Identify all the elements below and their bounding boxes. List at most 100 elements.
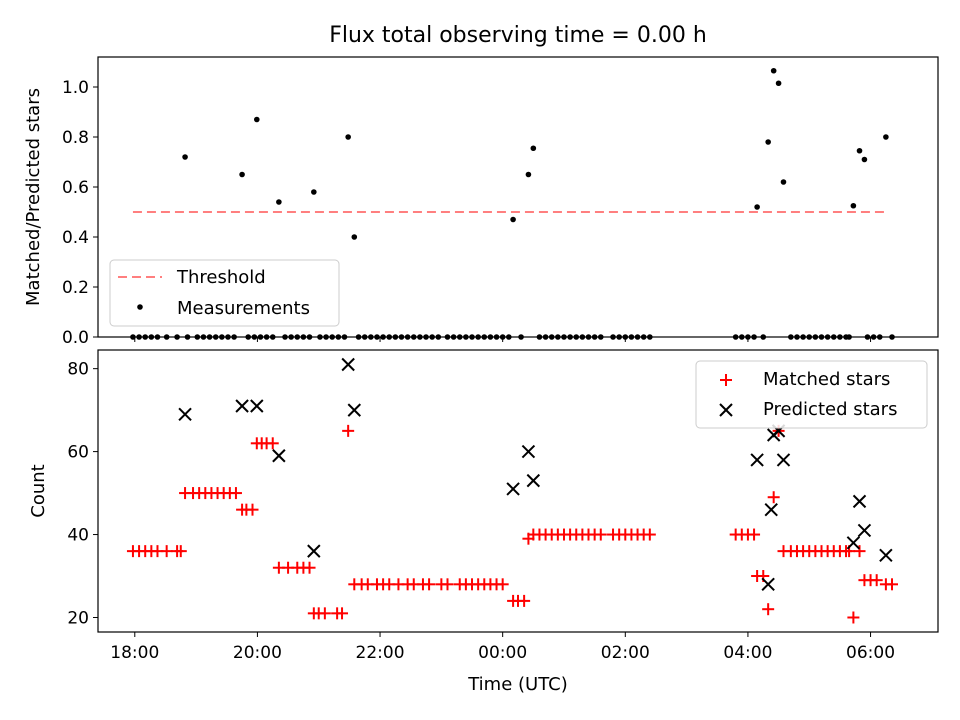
top-axes-frame	[97, 56, 939, 338]
measurement-point	[182, 154, 188, 160]
top-y-tick-label: 0.4	[62, 228, 89, 248]
measurement-point	[254, 116, 260, 123]
matched-star-marker	[246, 503, 259, 516]
top-panel: 0.0 0.2 0.4 0.6 0.8 1.0 Matched/Predicted sta…	[23, 56, 939, 348]
measurement-point	[276, 199, 282, 205]
bottom-y-ticks: 20 40 60 80	[67, 360, 98, 628]
measurement-point	[770, 67, 777, 74]
measurement-point	[754, 204, 760, 210]
predicted-star-marker	[178, 407, 192, 421]
predicted-star-marker	[776, 453, 791, 467]
bottom-axes-frame	[97, 349, 939, 633]
predicted-star-marker	[846, 536, 861, 550]
predicted-star-marker-b	[846, 536, 861, 550]
top-legend: Threshold Measurements	[109, 259, 340, 327]
predicted-star-marker-b	[526, 473, 541, 488]
measurement-point	[510, 216, 516, 223]
matched-star-marker	[229, 487, 242, 500]
measurement-point	[311, 189, 317, 195]
predicted-star-marker	[857, 523, 872, 538]
predicted-star-marker-b	[761, 577, 775, 592]
matched-star-marker	[847, 611, 860, 624]
matched-star-marker	[266, 437, 279, 450]
predicted-star-marker	[750, 453, 764, 467]
matched-star-marker	[423, 578, 436, 591]
measurement-point	[883, 134, 889, 140]
x-tick-label: 18:00	[110, 643, 159, 663]
top-x-ticks	[134, 337, 872, 342]
predicted-star-marker	[235, 399, 249, 413]
predicted-legend-marker	[719, 403, 733, 417]
predicted-star-marker-b	[750, 453, 764, 467]
predicted-star-marker	[506, 482, 520, 496]
matched-legend-label: Matched stars	[763, 369, 890, 390]
bottom-legend: Matched stars Predicted stars	[695, 360, 928, 429]
matched-star-marker	[174, 545, 187, 558]
matched-star-marker	[496, 578, 509, 591]
predicted-star-marker	[521, 444, 536, 459]
measurement-point	[530, 145, 537, 152]
matched-star-marker	[870, 574, 883, 587]
predicted-star-marker-b	[307, 544, 321, 558]
measurement-point	[780, 179, 787, 185]
matched-star-marker	[342, 424, 355, 437]
bottom-y-tick-label: 40	[67, 526, 89, 546]
matched-star-marker	[643, 528, 656, 541]
measurement-point	[850, 202, 857, 209]
matched-star-marker	[748, 528, 761, 541]
x-tick-label: 00:00	[478, 643, 527, 663]
predicted-star-marker-b	[764, 502, 778, 517]
matched-star-marker	[336, 607, 349, 620]
bottom-y-tick-label: 80	[67, 360, 89, 380]
bottom-panel: 20 40 60 80 18:00 20:00 22:00 00:00 02:00 04:00 0…	[28, 349, 939, 695]
matched-star-marker	[441, 578, 454, 591]
predicted-star-marker-b	[235, 399, 249, 413]
predicted-star-marker	[307, 544, 321, 558]
predicted-star-marker	[250, 399, 264, 413]
measurements-legend-marker	[137, 304, 143, 310]
bottom-y-axis-label: Count	[28, 464, 49, 517]
predicted-star-marker-b	[347, 403, 361, 417]
predicted-stars-layer	[178, 357, 893, 592]
matched-star-marker	[762, 603, 775, 616]
bottom-legend-box	[695, 360, 928, 429]
matched-star-marker	[853, 545, 866, 558]
measurement-point	[861, 156, 868, 163]
matched-star-marker	[303, 561, 316, 574]
threshold-legend-label: Threshold	[176, 267, 266, 288]
predicted-star-marker	[341, 357, 355, 372]
x-tick-label: 06:00	[846, 643, 895, 663]
predicted-star-marker	[764, 502, 778, 517]
measurement-point	[856, 147, 863, 154]
predicted-star-marker-b	[776, 453, 791, 467]
x-tick-label: 22:00	[356, 643, 405, 663]
x-tick-label: 20:00	[233, 643, 282, 663]
top-y-tick-label: 0.2	[62, 278, 89, 298]
measurement-point	[765, 139, 771, 145]
predicted-star-marker	[347, 403, 361, 417]
predicted-star-marker-b	[879, 548, 893, 562]
predicted-star-marker	[526, 473, 541, 488]
x-axis-label: Time (UTC)	[467, 674, 568, 695]
predicted-legend-label: Predicted stars	[763, 399, 897, 420]
matched-star-marker	[160, 545, 173, 558]
matched-star-marker	[886, 578, 899, 591]
matched-star-marker	[518, 594, 531, 607]
measurements-legend-label: Measurements	[177, 298, 310, 319]
predicted-star-marker-b	[272, 449, 286, 463]
bottom-y-tick-label: 60	[67, 443, 89, 463]
measurement-point	[351, 234, 358, 240]
predicted-star-marker	[852, 494, 867, 509]
x-tick-label: 02:00	[601, 643, 650, 663]
top-y-tick-label: 0.8	[62, 128, 89, 148]
predicted-star-marker	[272, 449, 286, 463]
matched-legend-marker	[720, 374, 732, 386]
matched-star-marker	[318, 607, 331, 620]
matched-stars-layer	[126, 424, 899, 624]
predicted-star-marker-b	[341, 357, 355, 372]
x-tick-label: 04:00	[723, 643, 772, 663]
predicted-star-marker-b	[521, 444, 536, 459]
top-y-ticks: 0.0 0.2 0.4 0.6 0.8 1.0	[62, 78, 98, 348]
top-y-tick-label: 0.6	[62, 178, 89, 198]
measurement-point	[525, 171, 532, 178]
